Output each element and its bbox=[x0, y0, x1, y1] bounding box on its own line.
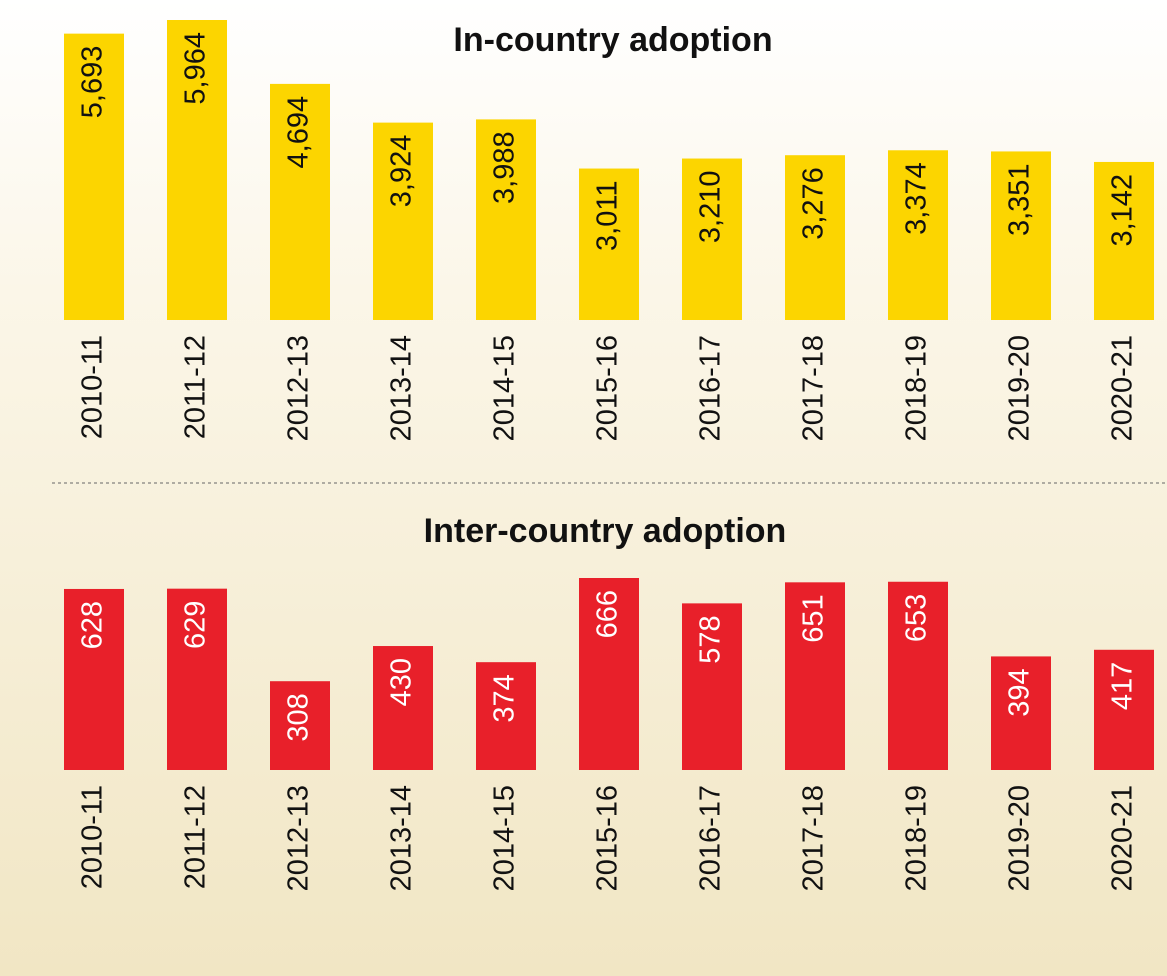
x-tick-label: 2020-21 bbox=[1107, 785, 1139, 891]
data-label: 578 bbox=[695, 615, 727, 663]
bar bbox=[476, 662, 536, 770]
data-label: 3,351 bbox=[1004, 163, 1036, 236]
x-tick-label: 2016-17 bbox=[695, 335, 727, 441]
x-tick-label: 2018-19 bbox=[901, 335, 933, 441]
data-label: 651 bbox=[798, 594, 830, 642]
data-label: 430 bbox=[386, 658, 418, 706]
data-label: 3,276 bbox=[798, 167, 830, 240]
x-tick-label: 2012-13 bbox=[283, 335, 315, 441]
x-tick-label: 2020-21 bbox=[1107, 335, 1139, 441]
bar bbox=[991, 656, 1051, 770]
x-tick-label: 2019-20 bbox=[1004, 785, 1036, 891]
x-tick-label: 2014-15 bbox=[489, 785, 521, 891]
x-tick-label: 2018-19 bbox=[901, 785, 933, 891]
x-tick-label: 2017-18 bbox=[798, 335, 830, 441]
data-label: 3,924 bbox=[386, 135, 418, 208]
bar bbox=[476, 119, 536, 320]
data-label: 3,374 bbox=[901, 162, 933, 235]
data-label: 4,694 bbox=[283, 96, 315, 169]
data-label: 3,011 bbox=[592, 181, 624, 251]
bar bbox=[579, 578, 639, 770]
chart-title: Inter-country adoption bbox=[424, 512, 787, 550]
bar bbox=[682, 603, 742, 770]
bar bbox=[167, 20, 227, 320]
x-tick-label: 2011-12 bbox=[180, 785, 212, 889]
x-tick-label: 2013-14 bbox=[386, 785, 418, 891]
x-tick-label: 2012-13 bbox=[283, 785, 315, 891]
bar bbox=[991, 151, 1051, 320]
x-tick-label: 2015-16 bbox=[592, 785, 624, 891]
data-label: 629 bbox=[180, 601, 212, 649]
x-tick-label: 2015-16 bbox=[592, 335, 624, 441]
data-label: 3,210 bbox=[695, 171, 727, 244]
data-label: 3,988 bbox=[489, 131, 521, 204]
bar bbox=[888, 150, 948, 320]
data-label: 5,964 bbox=[180, 32, 212, 105]
data-label: 653 bbox=[901, 594, 933, 642]
bar bbox=[64, 33, 124, 321]
data-label: 374 bbox=[489, 674, 521, 722]
bar bbox=[167, 588, 227, 770]
chart-title: In-country adoption bbox=[453, 21, 772, 59]
bar bbox=[270, 681, 330, 770]
data-label: 666 bbox=[592, 590, 624, 638]
bar bbox=[579, 168, 639, 320]
data-label: 5,693 bbox=[77, 46, 109, 119]
data-label: 3,142 bbox=[1107, 174, 1139, 247]
x-tick-label: 2010-11 bbox=[77, 785, 109, 889]
x-tick-label: 2014-15 bbox=[489, 335, 521, 441]
x-tick-label: 2017-18 bbox=[798, 785, 830, 891]
x-tick-label: 2019-20 bbox=[1004, 335, 1036, 441]
data-label: 628 bbox=[77, 601, 109, 649]
x-tick-label: 2011-12 bbox=[180, 335, 212, 439]
data-label: 417 bbox=[1107, 662, 1139, 710]
x-tick-label: 2016-17 bbox=[695, 785, 727, 891]
bar bbox=[1094, 161, 1154, 320]
x-tick-label: 2013-14 bbox=[386, 335, 418, 441]
bar bbox=[64, 588, 124, 770]
bar bbox=[785, 582, 845, 770]
data-label: 394 bbox=[1004, 668, 1036, 716]
bar bbox=[888, 581, 948, 770]
bar bbox=[682, 158, 742, 320]
bar bbox=[270, 83, 330, 320]
bar bbox=[373, 646, 433, 770]
bar bbox=[1094, 649, 1154, 770]
data-label: 308 bbox=[283, 693, 315, 741]
x-tick-label: 2010-11 bbox=[77, 335, 109, 439]
bar bbox=[373, 122, 433, 320]
bar bbox=[785, 155, 845, 320]
